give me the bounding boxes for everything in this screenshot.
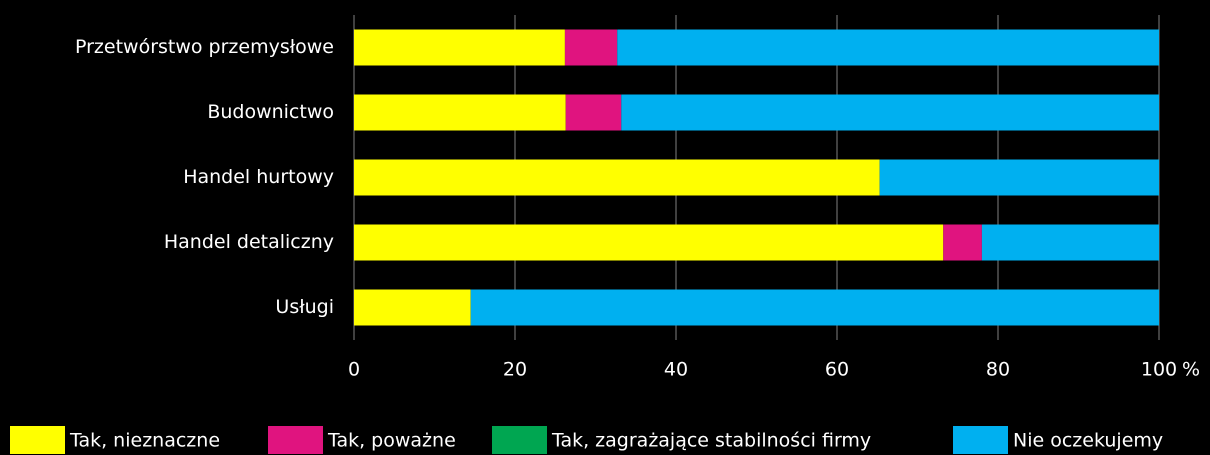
bar-segment: [617, 29, 1159, 66]
x-axis-unit: %: [1182, 359, 1200, 381]
x-tick-label: 60: [825, 359, 849, 381]
bar-segment: [354, 94, 566, 131]
legend-label: Tak, nieznaczne: [69, 430, 220, 452]
x-tick-label: 0: [348, 359, 360, 381]
legend-label: Tak, poważne: [327, 430, 456, 452]
bar-segment: [470, 289, 1160, 326]
legend-label: Nie oczekujemy: [1013, 430, 1163, 452]
bar-segment: [879, 159, 1159, 196]
legend-swatch: [10, 426, 65, 454]
bar-segment: [943, 224, 982, 261]
bar-segment: [354, 29, 565, 66]
y-tick-label: Usługi: [275, 296, 334, 318]
x-tick-label: 100: [1141, 359, 1177, 381]
x-tick-label: 40: [664, 359, 688, 381]
bar-segment: [354, 159, 880, 196]
y-tick-label: Handel detaliczny: [164, 231, 334, 253]
bar-segment: [565, 94, 622, 131]
bar-segment: [981, 224, 1159, 261]
legend-label: Tak, zagrażające stabilności firmy: [551, 430, 871, 452]
legend-swatch: [268, 426, 323, 454]
bar-segment: [354, 224, 944, 261]
legend-swatch: [953, 426, 1008, 454]
x-tick-label: 20: [503, 359, 527, 381]
y-tick-label: Przetwórstwo przemysłowe: [75, 36, 334, 58]
y-tick-label: Budownictwo: [207, 101, 334, 123]
legend-swatch: [492, 426, 547, 454]
bar-segment: [564, 29, 618, 66]
bar-segment: [621, 94, 1159, 131]
y-tick-label: Handel hurtowy: [183, 166, 334, 188]
x-tick-label: 80: [986, 359, 1010, 381]
bar-segment: [354, 289, 471, 326]
